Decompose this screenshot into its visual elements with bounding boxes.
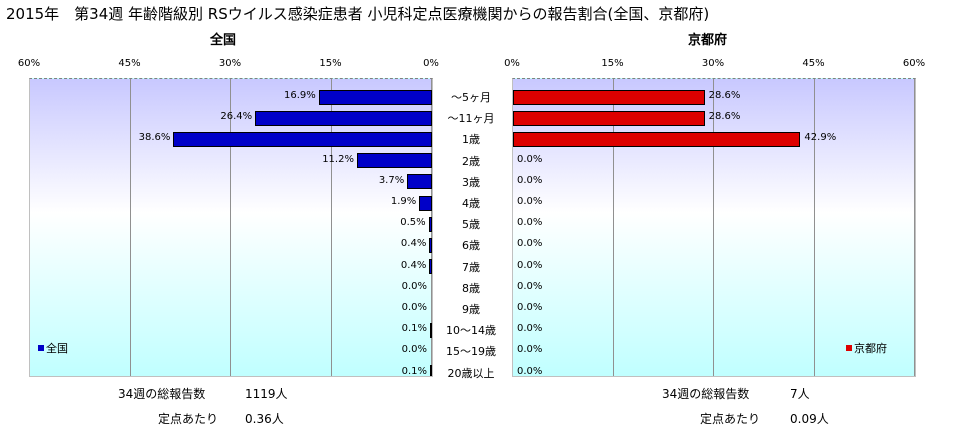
bar-national bbox=[407, 174, 432, 190]
bar-national bbox=[419, 195, 432, 211]
legend-kyoto: 京都府 bbox=[846, 340, 887, 356]
national-total-label: 34週の総報告数 bbox=[118, 387, 206, 401]
national-per-value: 0.36人 bbox=[245, 412, 284, 426]
data-label-national: 0.4% bbox=[400, 259, 427, 271]
national-per-label: 定点あたり bbox=[158, 412, 219, 426]
kyoto-per-label: 定点あたり bbox=[700, 412, 761, 426]
bar-national bbox=[318, 89, 432, 105]
x-tick-label: 45% bbox=[118, 58, 141, 69]
data-label-national: 26.4% bbox=[220, 111, 253, 123]
right-plot-area: 28.6% 28.6% 42.9% 0.0% 0.0% 0.0% 0.0% 0.0% 0.0% 0… bbox=[512, 78, 916, 377]
legend-swatch-national bbox=[38, 345, 44, 351]
data-label-national: 0.4% bbox=[400, 238, 427, 250]
category-label: 2歳 bbox=[462, 154, 480, 168]
data-label-kyoto: 0.0% bbox=[517, 259, 543, 271]
x-tick-label: 0% bbox=[423, 58, 439, 69]
bar-national bbox=[430, 322, 432, 338]
category-label: ～5ヶ月 bbox=[451, 91, 491, 104]
data-label-kyoto: 0.0% bbox=[517, 323, 543, 335]
kyoto-total-value: 7人 bbox=[790, 387, 810, 401]
gridline bbox=[713, 79, 714, 376]
x-tick-label: 45% bbox=[802, 58, 825, 69]
data-label-kyoto: 42.9% bbox=[804, 132, 837, 144]
data-label-kyoto: 0.0% bbox=[517, 344, 543, 356]
data-label-national: 16.9% bbox=[284, 90, 316, 101]
category-label: 15～19歳 bbox=[446, 345, 496, 359]
bar-national bbox=[428, 216, 432, 232]
data-label-kyoto: 0.0% bbox=[517, 153, 543, 165]
category-label: 4歳 bbox=[462, 197, 480, 210]
gridline bbox=[230, 79, 231, 376]
legend-national: 全国 bbox=[38, 340, 68, 356]
x-tick-label: 0% bbox=[504, 58, 520, 69]
bar-kyoto bbox=[513, 110, 705, 126]
category-label: 5歳 bbox=[462, 218, 480, 232]
bar-national bbox=[429, 259, 432, 275]
data-label-national: 0.1% bbox=[401, 365, 427, 377]
x-tick-label: 30% bbox=[218, 58, 242, 69]
right-panel-title: 京都府 bbox=[688, 33, 728, 48]
data-label-national: 11.2% bbox=[322, 153, 354, 165]
gridline bbox=[612, 79, 614, 376]
data-label-national: 0.5% bbox=[400, 217, 426, 229]
category-label: 3歳 bbox=[462, 175, 480, 189]
data-label-kyoto: 0.0% bbox=[517, 196, 543, 207]
data-label-kyoto: 0.0% bbox=[517, 365, 543, 377]
data-label-kyoto: 0.0% bbox=[517, 217, 543, 229]
data-label-kyoto: 0.0% bbox=[517, 174, 543, 186]
kyoto-total-label: 34週の総報告数 bbox=[662, 387, 750, 401]
category-label: 20歳以上 bbox=[447, 366, 495, 380]
gridline bbox=[129, 79, 131, 376]
left-plot-area: 16.9% 26.4% 38.6% 11.2% 3.7% 1.9% 0.5% 0.4% 0.4%… bbox=[29, 78, 433, 377]
gridline bbox=[29, 79, 30, 376]
category-label: 9歳 bbox=[462, 303, 480, 316]
data-label-national: 0.0% bbox=[401, 344, 427, 356]
x-tick-label: 15% bbox=[601, 58, 624, 69]
x-tick-label: 60% bbox=[902, 58, 926, 69]
data-label-kyoto: 28.6% bbox=[708, 111, 741, 123]
x-tick-label: 30% bbox=[701, 58, 725, 69]
data-label-national: 0.1% bbox=[401, 323, 427, 335]
data-label-kyoto: 0.0% bbox=[517, 302, 543, 313]
category-label: ～11ヶ月 bbox=[447, 112, 495, 126]
data-label-national: 1.9% bbox=[390, 196, 417, 207]
legend-swatch-kyoto bbox=[846, 345, 852, 351]
bar-national bbox=[173, 131, 432, 147]
x-tick-label: 60% bbox=[17, 58, 41, 69]
category-label: 6歳 bbox=[462, 239, 480, 253]
chart-title: 2015年 第34週 年齢階級別 RSウイルス感染症患者 小児科定点医療機関から… bbox=[6, 5, 710, 23]
data-label-national: 38.6% bbox=[138, 132, 171, 144]
left-panel-title: 全国 bbox=[210, 33, 237, 48]
legend-label-national: 全国 bbox=[46, 342, 68, 355]
category-label: 1歳 bbox=[462, 133, 480, 147]
category-label: 7歳 bbox=[462, 260, 480, 274]
data-label-national: 0.0% bbox=[401, 302, 427, 313]
bar-national bbox=[430, 365, 432, 376]
gridline bbox=[914, 79, 915, 376]
national-total-value: 1119人 bbox=[245, 387, 288, 401]
category-label: 8歳 bbox=[462, 281, 480, 295]
bar-kyoto bbox=[513, 131, 801, 147]
bar-national bbox=[356, 153, 432, 169]
data-label-kyoto: 28.6% bbox=[708, 90, 741, 101]
data-label-national: 3.7% bbox=[378, 174, 405, 186]
gridline bbox=[330, 79, 332, 376]
data-label-kyoto: 0.0% bbox=[517, 238, 543, 250]
data-label-kyoto: 0.0% bbox=[517, 280, 543, 292]
kyoto-per-value: 0.09人 bbox=[790, 412, 829, 426]
gridline bbox=[813, 79, 815, 376]
data-label-national: 0.0% bbox=[401, 280, 427, 292]
bar-national bbox=[255, 110, 432, 126]
category-label: 10～14歳 bbox=[446, 324, 496, 338]
legend-label-kyoto: 京都府 bbox=[854, 342, 887, 355]
bar-kyoto bbox=[513, 89, 705, 105]
x-tick-label: 15% bbox=[319, 58, 342, 69]
bar-national bbox=[429, 237, 432, 253]
